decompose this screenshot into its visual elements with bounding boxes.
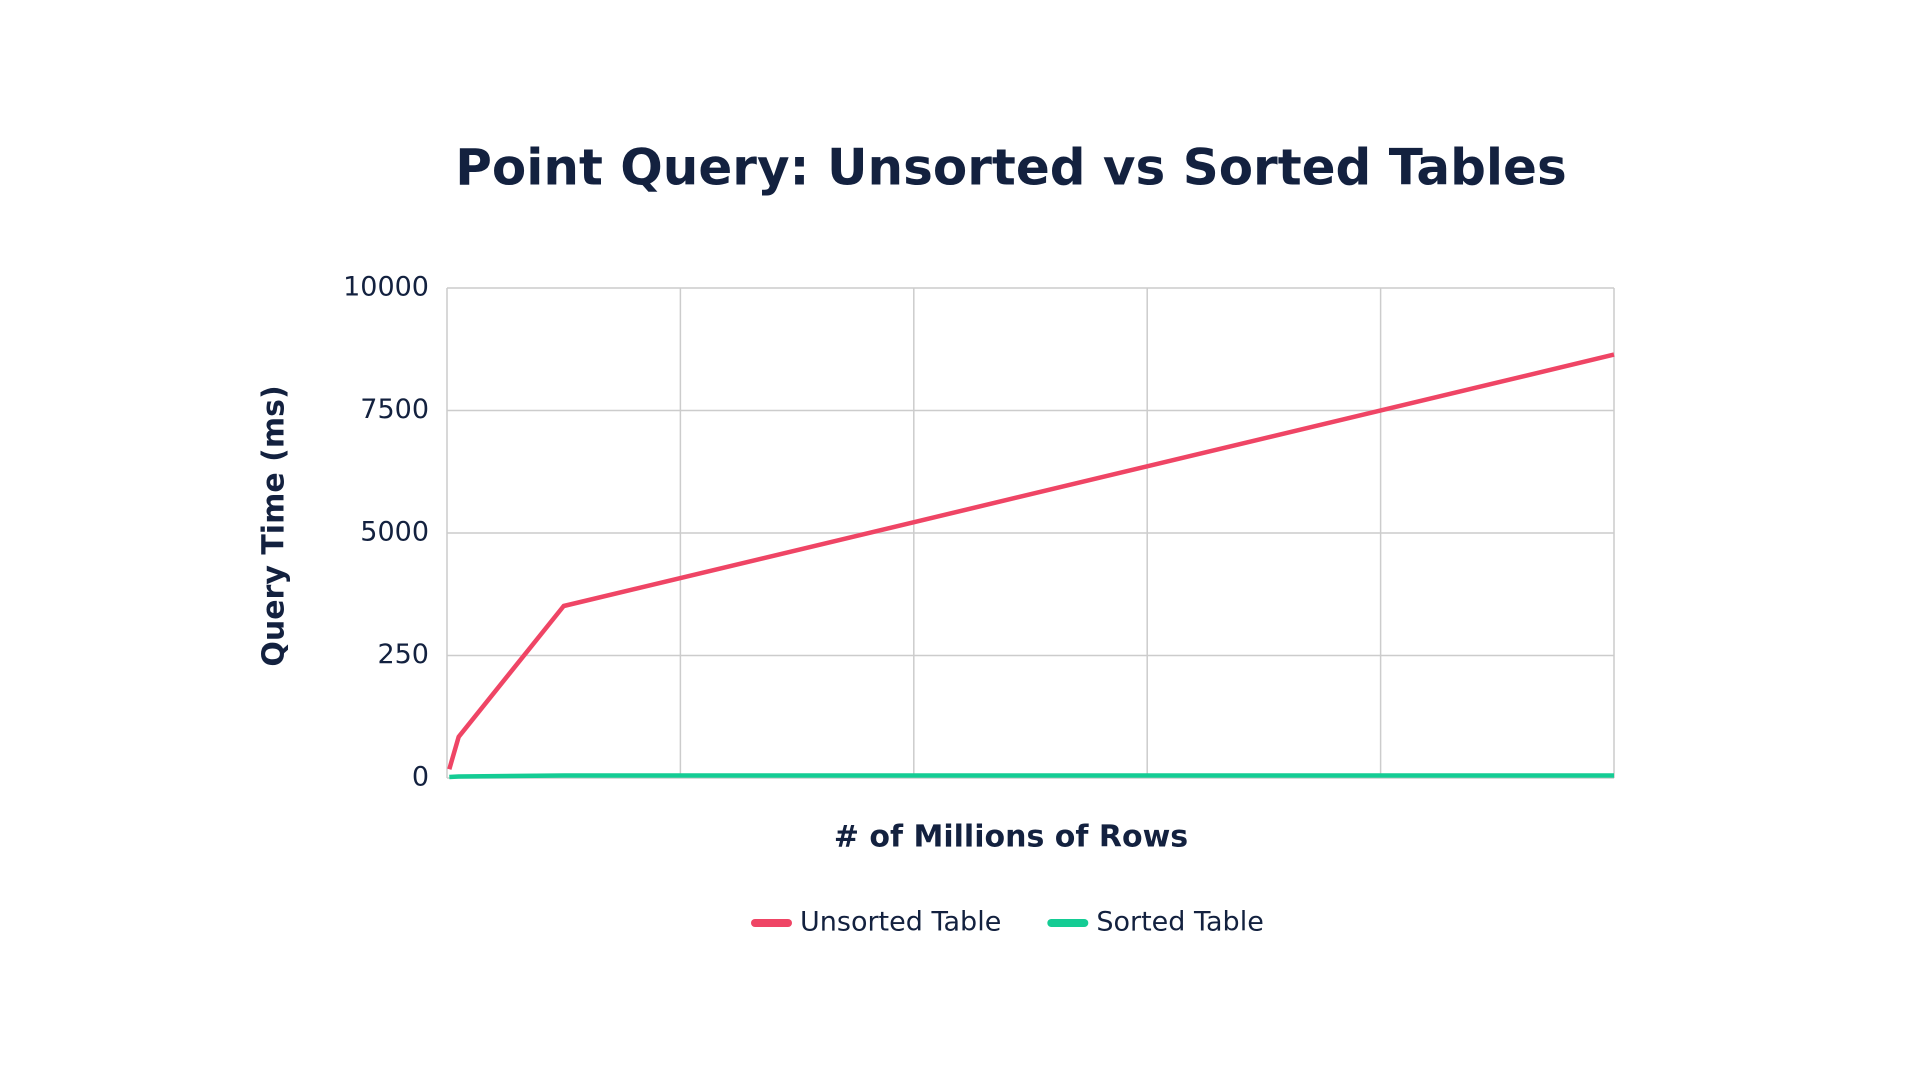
line-series [447, 352, 1615, 770]
legend-label: Unsorted Table [800, 907, 1001, 938]
line-series [449, 773, 1614, 780]
y-tick-label: 0 [412, 762, 429, 793]
y-tick-label: 250 [377, 639, 429, 670]
y-tick-label: 7500 [360, 394, 429, 425]
chart-title: Point Query: Unsorted vs Sorted Tables [455, 139, 1566, 197]
x-axis-label: # of Millions of Rows [834, 820, 1188, 855]
y-tick-label: 10000 [343, 272, 429, 303]
y-tick-label: 5000 [360, 517, 429, 548]
y-axis-label: Query Time (ms) [257, 385, 292, 666]
legend-label: Sorted Table [1096, 907, 1264, 938]
